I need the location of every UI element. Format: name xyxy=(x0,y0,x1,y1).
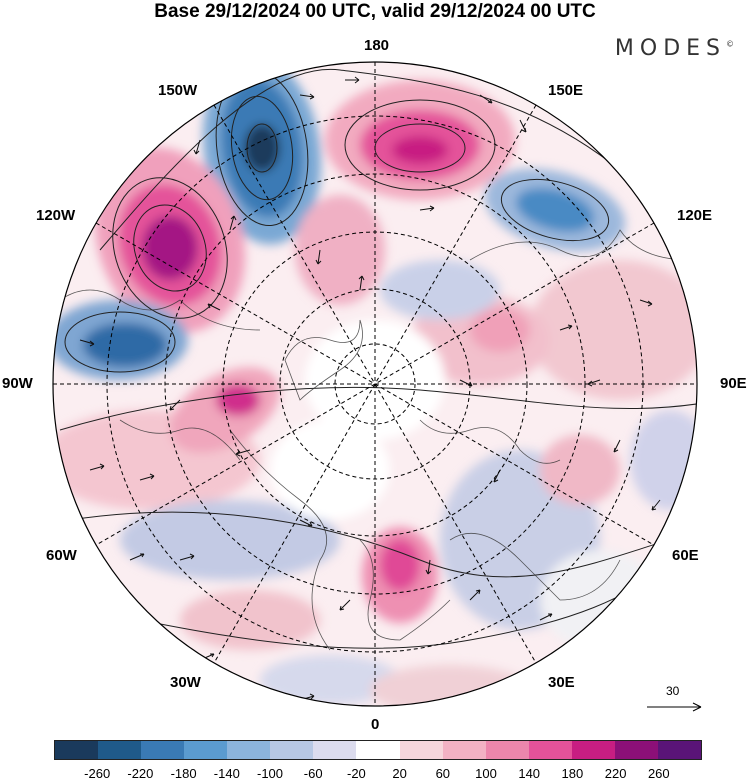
colorbar-bin-3 xyxy=(184,741,228,759)
lon-label-30w: 30W xyxy=(170,674,201,691)
colorbar-bin-4 xyxy=(227,741,271,759)
colorbar-bin-12 xyxy=(571,741,615,759)
colorbar-tick: -20 xyxy=(346,766,366,781)
reference-vector-arrow xyxy=(647,702,702,712)
colorbar-tick: 20 xyxy=(392,766,407,781)
lon-label-90e: 90E xyxy=(720,375,747,392)
colorbar-tick: 220 xyxy=(604,766,627,781)
lon-label-150e: 150E xyxy=(548,82,584,99)
colorbar-bin-14 xyxy=(657,741,701,759)
colorbar-tick: 260 xyxy=(647,766,670,781)
lon-label-0: 0 xyxy=(371,716,380,733)
lon-label-30e: 30E xyxy=(548,674,575,691)
colorbar-bin-7 xyxy=(356,741,400,759)
colorbar-bin-13 xyxy=(614,741,658,759)
colorbar-tick: -140 xyxy=(213,766,240,781)
colorbar-tick: -260 xyxy=(84,766,111,781)
colorbar xyxy=(54,740,702,760)
lon-label-60w: 60W xyxy=(46,547,77,564)
colorbar-tick: -100 xyxy=(256,766,284,781)
colorbar-bin-11 xyxy=(528,741,572,759)
reference-vector-label: 30 xyxy=(666,684,680,698)
colorbar-tick: 60 xyxy=(435,766,451,781)
lon-label-150w: 150W xyxy=(158,82,198,99)
modes-logo: MODES© xyxy=(614,36,734,61)
lon-label-180: 180 xyxy=(364,37,390,54)
colorbar-bin-10 xyxy=(485,741,529,759)
colorbar-bin-5 xyxy=(270,741,314,759)
colorbar-tick: -60 xyxy=(303,766,323,781)
colorbar-tick: -180 xyxy=(170,766,197,781)
colorbar-bin-0 xyxy=(55,741,99,759)
colorbar-tick: 180 xyxy=(561,766,584,781)
brand-text: MODES xyxy=(614,36,726,61)
colorbar-tick: 100 xyxy=(475,766,497,781)
graticule xyxy=(53,62,697,706)
map-title: Base 29/12/2024 00 UTC, valid 29/12/2024… xyxy=(154,1,596,22)
lon-label-90w: 90W xyxy=(2,375,33,392)
geopotential-contours xyxy=(59,68,697,649)
colorbar-bin-9 xyxy=(442,741,486,759)
colorbar-tick: -220 xyxy=(127,766,154,781)
map-boundary xyxy=(52,61,698,707)
lon-label-120w: 120W xyxy=(36,207,76,224)
colorbar-tick: 140 xyxy=(518,766,541,781)
colorbar-bin-2 xyxy=(141,741,185,759)
lon-label-120e: 120E xyxy=(677,207,713,224)
coastlines xyxy=(59,229,691,651)
lon-label-60e: 60E xyxy=(672,547,699,564)
colorbar-bin-1 xyxy=(98,741,142,759)
polar-map xyxy=(52,61,698,707)
colorbar-labels: -260 -220 -180 -140 -100 -60 -20 20 60 100 140 180 2… xyxy=(54,766,702,782)
colorbar-bin-8 xyxy=(399,741,443,759)
colorbar-bin-6 xyxy=(313,741,357,759)
